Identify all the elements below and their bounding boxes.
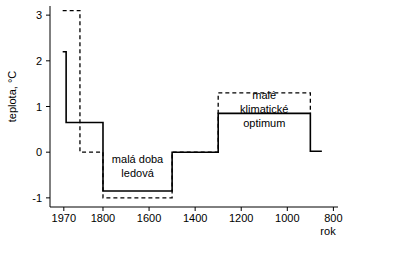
x-tick: [241, 207, 242, 211]
x-tick-label: 1800: [91, 212, 115, 224]
x-tick: [63, 207, 64, 211]
plot-area: [63, 11, 322, 198]
y-tick-label: 2: [36, 55, 42, 67]
y-tick: [46, 152, 50, 153]
x-tick-label: 1970: [52, 212, 76, 224]
x-tick: [195, 207, 196, 211]
series-line: [63, 11, 311, 198]
x-tick-label: 800: [324, 212, 342, 224]
annotation: klimatické: [240, 103, 288, 115]
chart: -1 0 1 2 3 1970 1800 1600 1400 1200 1000 800 teplota…: [0, 0, 400, 254]
x-tick: [333, 207, 334, 211]
x-tick: [149, 207, 150, 211]
y-axis-label: teplota, °C: [6, 71, 18, 123]
series-line: [63, 52, 322, 191]
annotation: malé: [252, 89, 276, 101]
x-tick-label: 1200: [229, 212, 253, 224]
y-tick-label: 3: [36, 9, 42, 21]
y-tick-label: -1: [32, 192, 42, 204]
x-tick-label: 1400: [183, 212, 207, 224]
y-tick: [46, 106, 50, 107]
annotation: malá doba: [112, 153, 164, 165]
y-tick-label: 1: [36, 101, 42, 113]
annotation: optimum: [243, 117, 285, 129]
x-tick: [102, 207, 103, 211]
x-axis-label: rok: [320, 225, 336, 237]
y-tick: [46, 15, 50, 16]
x-tick-label: 1000: [275, 212, 299, 224]
x-tick: [287, 207, 288, 211]
x-tick-label: 1600: [137, 212, 161, 224]
annotation: ledová: [121, 167, 154, 179]
y-tick: [46, 60, 50, 61]
y-tick: [46, 197, 50, 198]
x-axis: [50, 207, 338, 208]
y-tick-label: 0: [36, 146, 42, 158]
